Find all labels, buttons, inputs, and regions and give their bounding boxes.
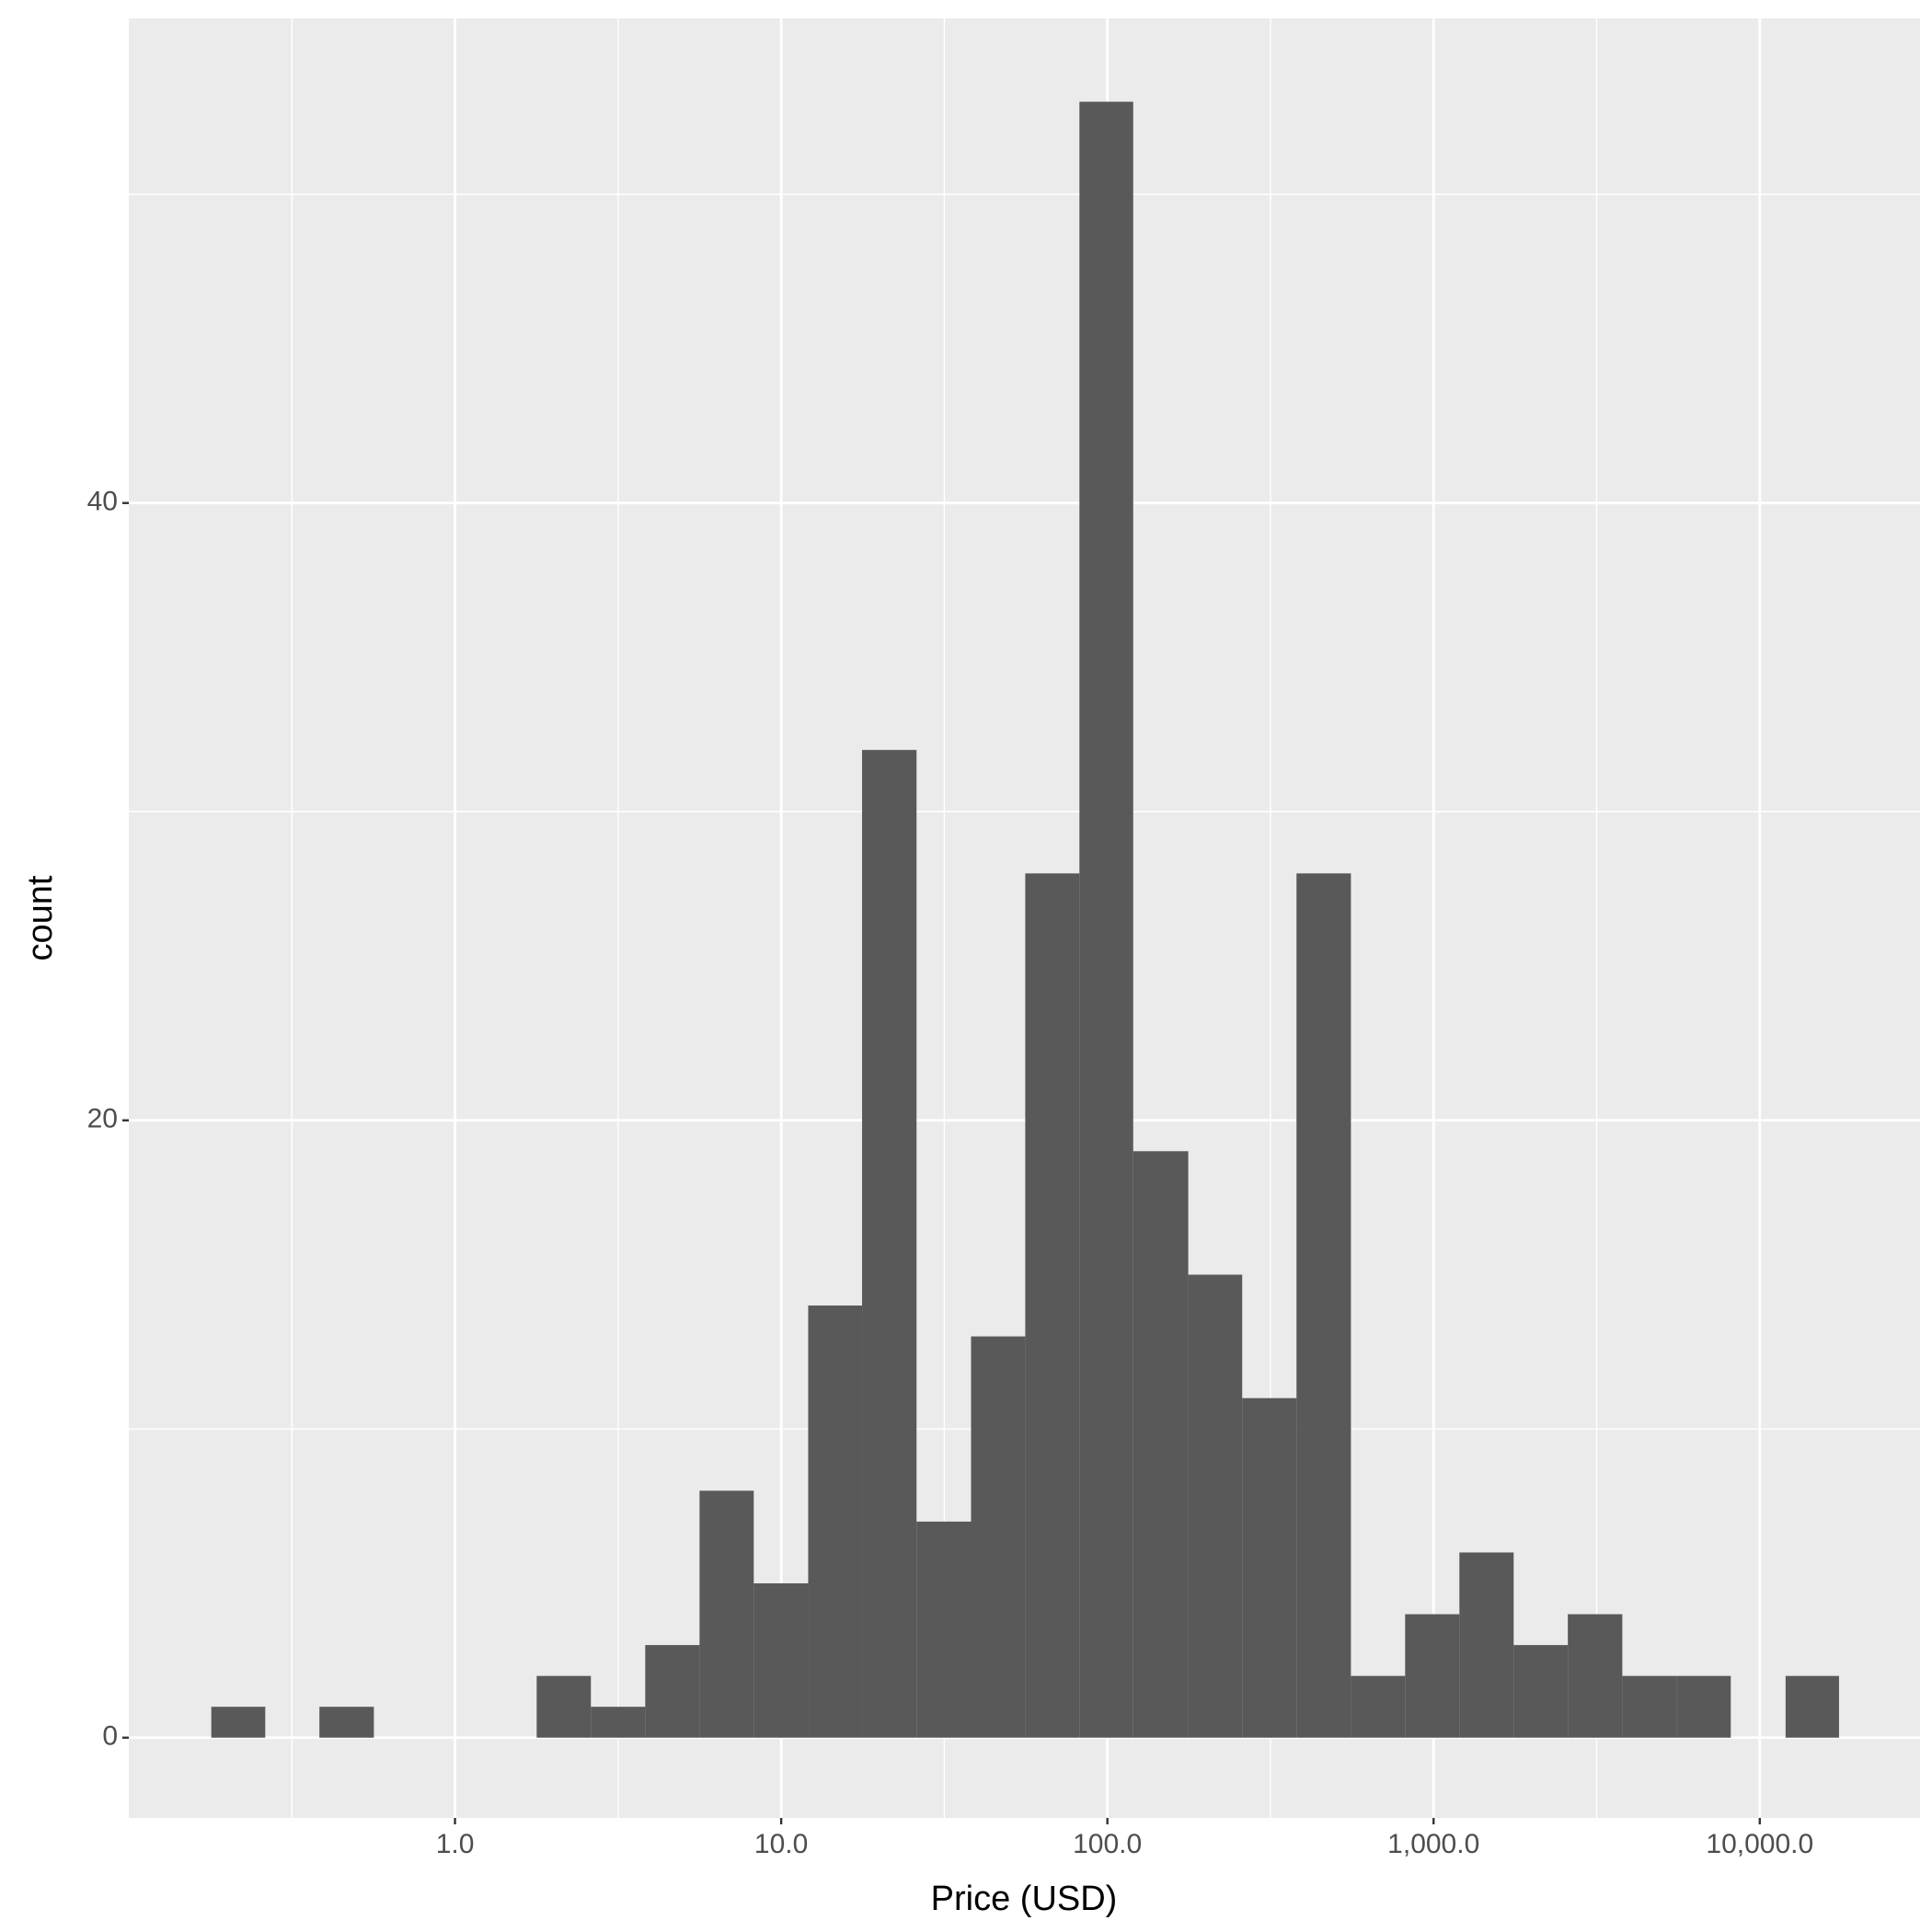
histogram-bar bbox=[971, 1336, 1026, 1738]
histogram-bar bbox=[1459, 1552, 1514, 1738]
x-tick-label: 1.0 bbox=[436, 1829, 475, 1859]
histogram-bar bbox=[319, 1707, 374, 1738]
histogram-bar bbox=[699, 1490, 754, 1738]
y-tick-label: 0 bbox=[102, 1721, 118, 1752]
y-tick-label: 40 bbox=[87, 487, 118, 517]
y-tick-label: 20 bbox=[87, 1104, 118, 1134]
histogram-bar bbox=[1513, 1645, 1569, 1738]
histogram-bar bbox=[1405, 1614, 1460, 1738]
histogram-bar bbox=[591, 1707, 646, 1738]
histogram-bar bbox=[1079, 101, 1133, 1738]
histogram-bar bbox=[1785, 1675, 1839, 1738]
histogram-bar bbox=[753, 1583, 809, 1738]
histogram-bar bbox=[862, 750, 917, 1738]
histogram-bar bbox=[211, 1707, 266, 1738]
histogram-bar bbox=[1676, 1675, 1731, 1738]
y-axis-title: count bbox=[21, 875, 60, 960]
histogram-bar bbox=[1133, 1151, 1189, 1738]
histogram-bar bbox=[1351, 1675, 1406, 1738]
histogram-bar bbox=[645, 1645, 700, 1738]
histogram-bar bbox=[1242, 1397, 1297, 1738]
histogram-bar bbox=[1188, 1274, 1243, 1738]
histogram-bar bbox=[1622, 1675, 1677, 1738]
histogram-bar bbox=[1296, 873, 1351, 1738]
histogram-bar bbox=[916, 1521, 972, 1738]
histogram-bar bbox=[1568, 1614, 1623, 1738]
x-tick-label: 10,000.0 bbox=[1706, 1829, 1813, 1859]
histogram-bar bbox=[536, 1675, 592, 1738]
x-tick-label: 100.0 bbox=[1073, 1829, 1142, 1859]
x-tick-label: 10.0 bbox=[754, 1829, 808, 1859]
histogram-bar bbox=[1025, 873, 1080, 1738]
histogram-bar bbox=[808, 1305, 863, 1738]
x-axis-title: Price (USD) bbox=[931, 1880, 1118, 1918]
x-tick-label: 1,000.0 bbox=[1387, 1829, 1479, 1859]
